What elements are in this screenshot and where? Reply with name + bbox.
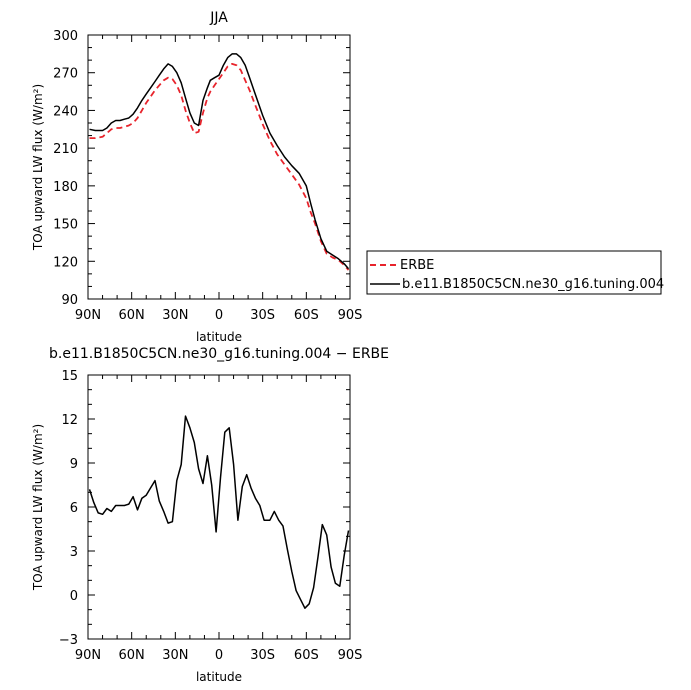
top-chart-title: JJA [209,10,228,26]
legend-label-model: b.e11.B1850C5CN.ne30_g16.tuning.004 [402,277,664,292]
x-tick-label: 30S [250,648,275,663]
x-tick-label: 30N [162,648,188,663]
y-tick-label: 9 [70,457,78,472]
y-tick-label: 180 [53,180,78,195]
y-tick-label: 90 [61,293,78,308]
y-tick-label: 6 [70,501,78,516]
y-tick-label: 240 [53,104,78,119]
p2-series-line-0 [88,415,350,609]
x-tick-label: 90S [338,308,363,323]
y-tick-label: 12 [61,413,78,428]
y-tick-label: 0 [70,589,78,604]
legend: ERBE b.e11.B1850C5CN.ne30_g16.tuning.004 [366,250,664,295]
y-tick-label: 210 [53,142,78,157]
x-tick-label: 0 [215,648,223,663]
x-tick-label: 0 [215,308,223,323]
y-tick-label: 15 [61,369,78,384]
legend-box [366,250,662,295]
y-tick-label: −3 [59,633,78,648]
top-chart: JJA 90N 60N 30N 0 30S 60S 90S 90 120 150 180 210 24… [31,10,362,344]
bottom-chart-title: b.e11.B1850C5CN.ne30_g16.tuning.004 − ER… [49,346,389,362]
x-tick-label: 60N [119,648,145,663]
y-tick-label: 3 [70,545,78,560]
x-tick-label: 90N [75,648,101,663]
y-tick-label: 150 [53,218,78,233]
x-tick-label: 60S [294,648,319,663]
p1-series-line-0 [89,63,350,271]
x-tick-label: 90N [75,308,101,323]
top-chart-ylabel: TOA upward LW flux (W/m²) [31,84,45,251]
p1-series-line-1 [89,53,350,270]
bottom-chart-xlabel: latitude [196,670,242,684]
y-tick-label: 300 [53,29,78,44]
top-chart-xlabel: latitude [196,330,242,344]
bottom-chart-ylabel: TOA upward LW flux (W/m²) [31,424,45,591]
y-tick-label: 120 [53,255,78,270]
x-tick-label: 90S [338,648,363,663]
x-tick-label: 30N [162,308,188,323]
legend-label-erbe: ERBE [400,258,434,273]
y-tick-label: 270 [53,67,78,82]
x-tick-label: 30S [250,308,275,323]
x-tick-label: 60N [119,308,145,323]
bottom-chart: b.e11.B1850C5CN.ne30_g16.tuning.004 − ER… [31,346,389,684]
x-tick-label: 60S [294,308,319,323]
